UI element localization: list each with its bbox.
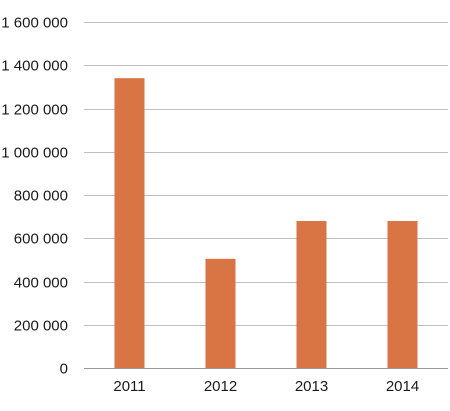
y-tick-label: 800 000 [14, 188, 68, 205]
x-tick-label: 2014 [386, 378, 419, 395]
bar-2014 [387, 221, 418, 368]
y-tick-label: 1 400 000 [1, 58, 68, 75]
gridlines [84, 22, 448, 369]
bar-2013 [296, 221, 327, 368]
x-tick-label: 2011 [113, 378, 145, 395]
bars [114, 78, 418, 368]
x-axis-tick-labels: 2011 2012 2013 2014 [113, 378, 419, 395]
y-tick-label: 0 [60, 361, 68, 378]
y-tick-label: 1 000 000 [1, 145, 68, 162]
x-tick-label: 2013 [295, 378, 328, 395]
bar-2011 [114, 78, 145, 368]
y-tick-label: 600 000 [14, 231, 68, 248]
y-tick-label: 400 000 [14, 275, 68, 292]
x-tick-label: 2012 [204, 378, 237, 395]
bar-2012 [205, 258, 236, 368]
y-tick-label: 200 000 [14, 318, 68, 335]
y-tick-label: 1 600 000 [1, 15, 68, 32]
y-axis-tick-labels: 0 200 000 400 000 600 000 800 000 1 000 000 1 … [1, 15, 68, 378]
y-tick-label: 1 200 000 [1, 102, 68, 119]
